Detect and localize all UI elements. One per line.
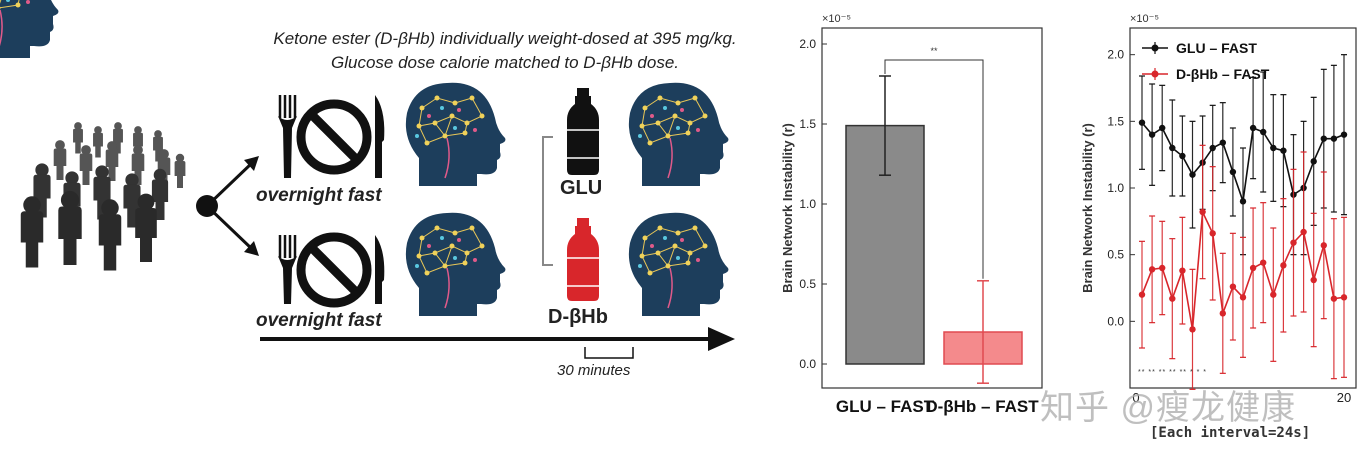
drink-label-dbhb: D-βHb [548, 306, 608, 328]
series-point [1148, 266, 1156, 273]
series-point [1290, 239, 1297, 246]
bar-category-label-glu: GLU – FAST [835, 397, 935, 416]
series-point [1249, 264, 1257, 272]
line-ytick-label: 1.0 [1107, 181, 1124, 195]
series-point [1159, 264, 1166, 272]
series-point [1239, 294, 1247, 301]
line-ytick-label: 2.0 [1107, 48, 1124, 62]
fast-label-top: overnight fast [256, 185, 382, 206]
dosing-caption: Ketone ester (D-βHb) individually weight… [225, 27, 785, 75]
interval-marker [584, 347, 634, 359]
series-point [1260, 128, 1267, 136]
line-xtick-label: 0 [1132, 390, 1139, 405]
brain-head-icon-dbhb [628, 212, 730, 317]
series-point [1179, 152, 1186, 160]
brain-head-icon-fast-bottom [405, 212, 507, 317]
bar-chart-frame [821, 27, 1043, 389]
series-point [1320, 135, 1327, 142]
line-ytick-label: 0.0 [1107, 314, 1124, 328]
line-ytick-label: 1.5 [1107, 114, 1124, 128]
bar-ytick-label: 2.0 [799, 37, 816, 51]
legend-label: GLU – FAST [1176, 40, 1257, 56]
significance-bracket [884, 59, 984, 279]
bar-chart-ylabel: Brain Network Instability (r) [780, 123, 795, 293]
series-point [1229, 283, 1237, 290]
arrow-down-icon [244, 241, 259, 256]
series-point [1249, 124, 1257, 132]
dbhb-bottle-icon [567, 218, 599, 301]
series-point [1169, 144, 1176, 152]
legend-label: D-βHb – FAST [1176, 66, 1270, 82]
fast-label-bottom: overnight fast [256, 310, 382, 331]
no-eating-icon-top [278, 95, 385, 178]
series-point [1219, 310, 1226, 317]
interval-label: 30 minutes [557, 362, 631, 379]
line-chart-frame [1129, 27, 1357, 389]
series-point [1209, 144, 1216, 152]
series-point [1229, 168, 1237, 176]
line-chart-scale-label: ×10⁻⁵ [1130, 13, 1159, 25]
legend-marker [1151, 70, 1159, 78]
series-point [1310, 276, 1317, 284]
series-point [1280, 147, 1287, 154]
series-point [1340, 294, 1348, 301]
series-point [1159, 124, 1166, 132]
line-xtick-label: 20 [1337, 390, 1351, 405]
drink-label-glu: GLU [560, 177, 603, 199]
series-point [1209, 230, 1216, 237]
bar-chart: ×10⁻⁵ 0.0 0.5 1.0 1.5 2.0 Brain Network Instab… [780, 13, 1043, 389]
series-point [1219, 139, 1226, 146]
series-point [1138, 291, 1146, 298]
brain-head-icon-glu [628, 82, 730, 187]
series-point [1148, 131, 1156, 138]
arrow-up-icon [244, 156, 259, 171]
series-point [1239, 198, 1247, 205]
significance-marker: ** [930, 46, 938, 56]
series-point [1310, 158, 1317, 165]
series-point [1189, 326, 1196, 333]
line-ytick-label: 0.5 [1107, 248, 1124, 262]
bar-ytick-label: 0.5 [799, 277, 816, 291]
bracket [542, 136, 553, 266]
bar-ytick-label: 1.0 [799, 197, 816, 211]
line-chart-ylabel: Brain Network Instability (r) [1080, 123, 1095, 293]
line-significance-marks: ** ** ** ** ** * * * [1138, 369, 1207, 376]
bar-ytick-label: 0.0 [799, 357, 816, 371]
legend-marker [1151, 44, 1159, 52]
series-point [1169, 295, 1176, 302]
series-point [1340, 131, 1348, 138]
series-point [1270, 291, 1277, 298]
bar-chart-scale-label: ×10⁻⁵ [822, 13, 851, 25]
caption-line-1: Ketone ester (D-βHb) individually weight… [273, 29, 737, 48]
caption-line-2: Glucose dose calorie matched to D-βHb do… [331, 53, 679, 72]
no-eating-icon-bottom [278, 232, 385, 308]
series-point [1280, 262, 1287, 269]
bar-ytick-label: 1.5 [799, 117, 816, 131]
timeline-arrowhead-icon [708, 327, 735, 351]
series-point [1138, 119, 1146, 126]
protocol-diagram [0, 0, 735, 359]
series-point [1260, 259, 1267, 266]
bar-category-label-dbhb: D-βHb – FAST [925, 397, 1039, 416]
line-chart-xlabel: [Each interval=24s] [1150, 425, 1311, 441]
brain-head-icon-fast-top [405, 82, 507, 187]
series-point [1330, 135, 1338, 142]
watermark: 知乎 @瘦龙健康 [1040, 389, 1296, 427]
series-point [1189, 171, 1196, 178]
series-point [1330, 295, 1338, 302]
line-chart: ×10⁻⁵ 0.0 0.5 1.0 1.5 2.0 Brain Network Instab… [1080, 13, 1357, 405]
glu-bottle-icon [567, 88, 599, 175]
series-point [1300, 228, 1307, 236]
series-point [1199, 208, 1206, 216]
series-point [1270, 144, 1277, 152]
series-point [1179, 267, 1186, 274]
series-point [1320, 242, 1327, 249]
